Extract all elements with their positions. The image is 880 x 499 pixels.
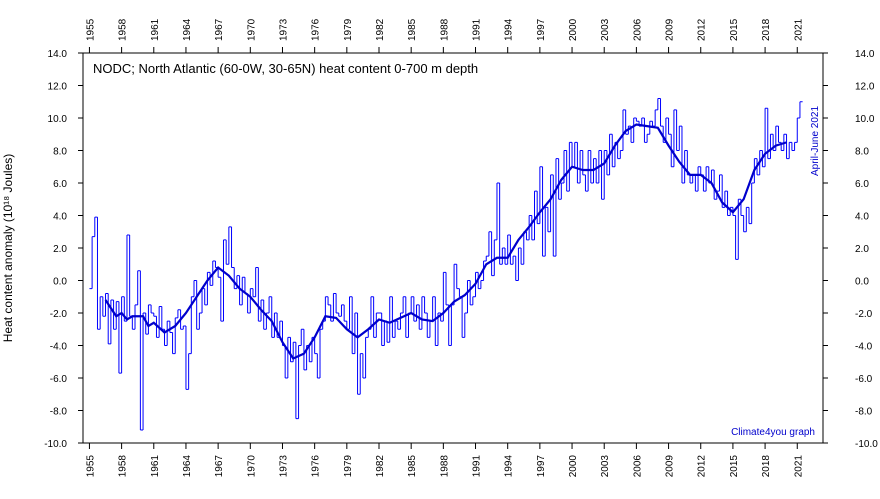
- y-tick-label: 10.0: [855, 114, 875, 125]
- x-tick-label: 1985: [407, 18, 418, 41]
- y-tick-label: 8.0: [53, 147, 67, 158]
- x-tick-label: 1994: [504, 18, 515, 41]
- x-tick-label: 2000: [568, 455, 579, 478]
- y-tick-label: 0.0: [53, 277, 67, 288]
- y-tick-label: -8.0: [855, 407, 873, 418]
- x-tick-label: 1988: [439, 18, 450, 41]
- y-tick-label: 6.0: [855, 179, 869, 190]
- x-tick-label: 1982: [375, 18, 386, 41]
- x-tick-label: 2006: [632, 18, 643, 41]
- annotation: April-June 2021: [810, 106, 821, 176]
- y-tick-label: 2.0: [855, 244, 869, 255]
- x-tick-label: 2006: [632, 455, 643, 478]
- x-tick-label: 1985: [407, 455, 418, 478]
- plot-area: [82, 52, 824, 444]
- x-tick-label: 1997: [536, 18, 547, 41]
- y-tick-label: -6.0: [50, 374, 68, 385]
- y-tick-label: -4.0: [50, 342, 68, 353]
- y-tick-label: -2.0: [50, 309, 68, 320]
- x-tick-label: 1955: [85, 455, 96, 478]
- step-connector: [91, 98, 801, 430]
- y-tick-label: 8.0: [855, 147, 869, 158]
- x-tick-label: 1967: [214, 455, 225, 478]
- x-tick-label: 1991: [472, 18, 483, 41]
- y-tick-label: 12.0: [48, 82, 68, 93]
- x-tick-label: 1973: [278, 18, 289, 41]
- x-tick-label: 2003: [600, 455, 611, 478]
- x-tick-label: 1994: [504, 455, 515, 478]
- x-tick-label: 2009: [665, 455, 676, 478]
- x-tick-label: 2012: [697, 455, 708, 478]
- y-tick-label: -6.0: [855, 374, 873, 385]
- y-tick-label: 12.0: [855, 82, 875, 93]
- y-tick-label: 6.0: [53, 179, 67, 190]
- x-tick-label: 1988: [439, 455, 450, 478]
- y-tick-label: 4.0: [855, 212, 869, 223]
- y-tick-label: -10.0: [44, 439, 67, 450]
- x-tick-label: 2015: [729, 455, 740, 478]
- x-tick-label: 1964: [182, 18, 193, 41]
- x-tick-label: 1979: [343, 18, 354, 41]
- x-tick-label: 1958: [118, 455, 129, 478]
- x-tick-label: 1970: [246, 18, 257, 41]
- annotation: Climate4you graph: [731, 427, 815, 438]
- x-tick-label: 1970: [246, 455, 257, 478]
- x-tick-label: 1958: [118, 18, 129, 41]
- y-tick-label: -8.0: [50, 407, 68, 418]
- x-tick-label: 1961: [150, 18, 161, 41]
- x-tick-label: 2015: [729, 18, 740, 41]
- x-tick-label: 1979: [343, 455, 354, 478]
- y-tick-label: 14.0: [855, 49, 875, 60]
- x-tick-label: 2009: [665, 18, 676, 41]
- y-tick-label: 0.0: [855, 277, 869, 288]
- x-tick-label: 1973: [278, 455, 289, 478]
- x-tick-label: 1976: [311, 18, 322, 41]
- y-axis-label: Heat content anomaly (10¹⁸ Joules): [1, 154, 15, 343]
- y-tick-label: -2.0: [855, 309, 873, 320]
- chart-title: NODC; North Atlantic (60-0W, 30-65N) hea…: [93, 61, 478, 76]
- x-tick-label: 1967: [214, 18, 225, 41]
- running-mean: [104, 123, 787, 360]
- x-tick-label: 1982: [375, 455, 386, 478]
- x-tick-label: 1997: [536, 455, 547, 478]
- x-tick-label: 2021: [793, 18, 804, 41]
- y-tick-label: 4.0: [53, 212, 67, 223]
- x-tick-label: 2021: [793, 455, 804, 478]
- x-tick-label: 1991: [472, 455, 483, 478]
- x-tick-label: 2000: [568, 18, 579, 41]
- x-tick-label: 2018: [761, 455, 772, 478]
- x-tick-label: 2012: [697, 18, 708, 41]
- y-tick-label: 14.0: [48, 49, 68, 60]
- y-tick-label: -10.0: [855, 439, 878, 450]
- x-tick-label: 1955: [85, 18, 96, 41]
- x-tick-label: 2018: [761, 18, 772, 41]
- x-tick-label: 1964: [182, 455, 193, 478]
- y-tick-label: -4.0: [855, 342, 873, 353]
- x-tick-label: 2003: [600, 18, 611, 41]
- x-tick-label: 1976: [311, 455, 322, 478]
- x-tick-label: 1961: [150, 455, 161, 478]
- y-tick-label: 10.0: [48, 114, 68, 125]
- y-tick-label: 2.0: [53, 244, 67, 255]
